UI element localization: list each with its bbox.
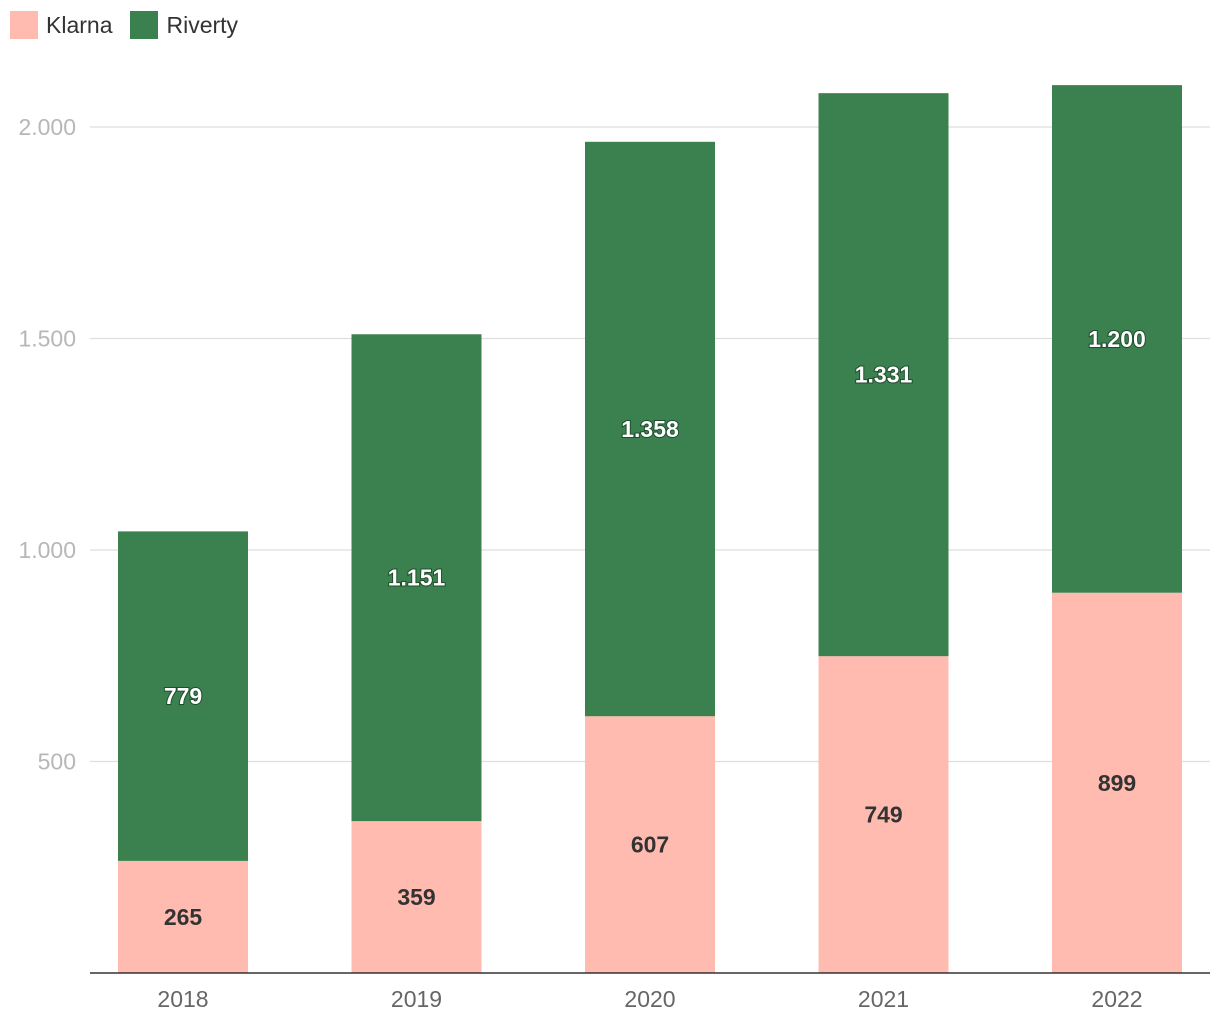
data-label-riverty-2021: 1.331 xyxy=(855,362,913,388)
x-tick-label-2021: 2021 xyxy=(858,986,909,1012)
x-tick-label-2018: 2018 xyxy=(157,986,208,1012)
x-tick-label-2019: 2019 xyxy=(391,986,442,1012)
x-tick-label-2022: 2022 xyxy=(1091,986,1142,1012)
y-tick-label-1500: 1.500 xyxy=(18,326,76,352)
data-label-riverty-2022: 1.200 xyxy=(1088,326,1146,352)
bar-riverty-2019 xyxy=(351,334,482,822)
legend-swatch-klarna xyxy=(10,11,38,39)
data-label-riverty-2020: 1.358 xyxy=(621,416,679,442)
data-label-klarna-2020: 607 xyxy=(631,832,669,858)
legend-label-klarna: Klarna xyxy=(46,12,113,38)
bar-riverty-2022 xyxy=(1052,85,1182,593)
data-label-klarna-2021: 749 xyxy=(864,802,902,828)
data-label-riverty-2019: 1.151 xyxy=(388,565,446,591)
y-tick-label-500: 500 xyxy=(38,749,76,775)
legend-item-riverty[interactable]: Riverty xyxy=(130,10,238,40)
data-label-klarna-2019: 359 xyxy=(397,884,435,910)
bar-klarna-2022 xyxy=(1052,592,1182,973)
bar-klarna-2021 xyxy=(818,656,949,973)
data-label-riverty-2018: 779 xyxy=(164,683,202,709)
legend-swatch-riverty xyxy=(130,11,159,39)
bar-klarna-2019 xyxy=(351,821,482,973)
bar-riverty-2020 xyxy=(585,141,715,717)
y-tick-label-1000: 1.000 xyxy=(18,537,76,563)
legend-label-riverty: Riverty xyxy=(166,12,239,38)
data-label-klarna-2018: 265 xyxy=(164,904,203,930)
bar-klarna-2020 xyxy=(585,716,715,973)
data-label-klarna-2022: 899 xyxy=(1098,770,1136,796)
bar-riverty-2018 xyxy=(118,531,248,861)
bar-klarna-2018 xyxy=(118,860,248,973)
legend-item-klarna[interactable]: Klarna xyxy=(10,10,112,40)
y-tick-label-2000: 2.000 xyxy=(18,114,76,140)
x-tick-label-2020: 2020 xyxy=(624,986,675,1012)
legend: Klarna Riverty xyxy=(10,10,238,40)
bar-riverty-2021 xyxy=(818,93,949,657)
